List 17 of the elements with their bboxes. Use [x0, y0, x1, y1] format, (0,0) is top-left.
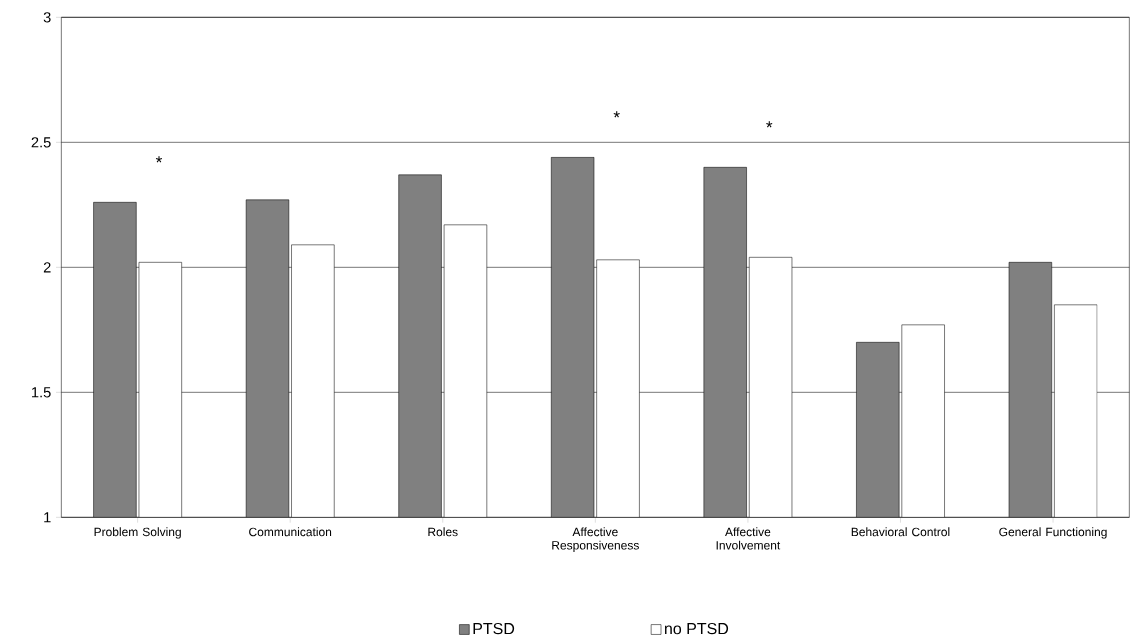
annotation: * — [613, 111, 620, 118]
x-tick-label: Affective Involvement — [716, 527, 781, 550]
x-tick-label: Problem Solving — [94, 527, 181, 539]
annotation: * — [766, 121, 773, 128]
x-tick-label: Affective Responsiveness — [552, 527, 639, 552]
x-tick-label: General Functioning — [999, 527, 1107, 539]
y-tick-label: 1 — [44, 512, 51, 523]
legend-label: no PTSD — [665, 622, 729, 635]
x-tick-label: Behavioral Control — [851, 527, 950, 537]
y-tick-label: 2.5 — [31, 136, 51, 148]
y-tick-label: 2 — [43, 262, 51, 273]
annotation: * — [155, 156, 163, 163]
y-tick-label: 3 — [43, 11, 51, 23]
x-tick-label: Roles — [428, 527, 458, 537]
legend-label: PTSD — [473, 622, 515, 635]
y-tick-label: 1.5 — [32, 387, 51, 398]
x-tick-label: Communication — [249, 527, 332, 537]
